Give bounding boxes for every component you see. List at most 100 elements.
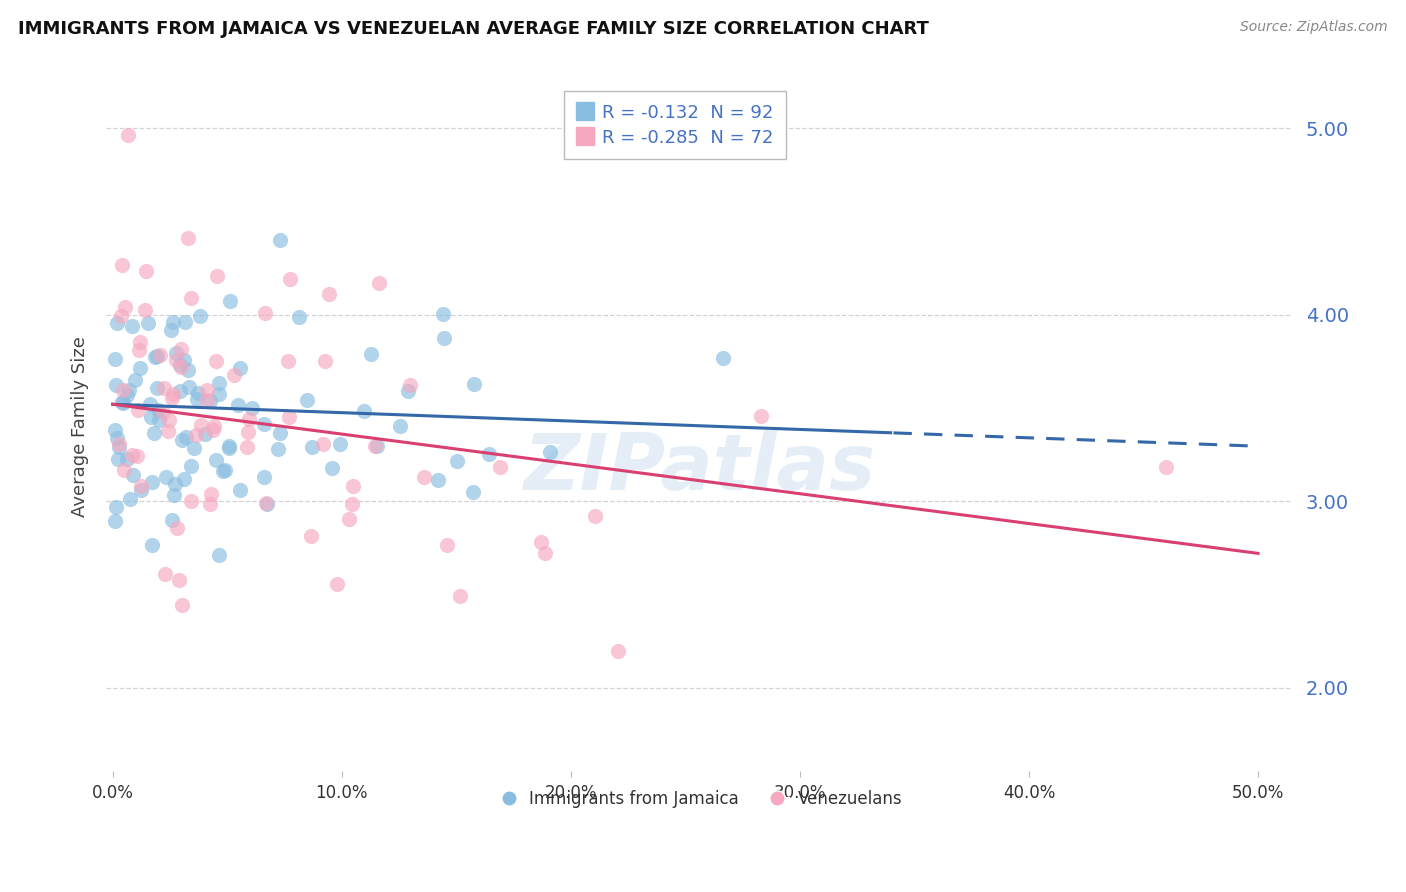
Point [433,331,456,345]
Text: Source: ZipAtlas.com: Source: ZipAtlas.com [1240,20,1388,34]
Point [143,350,166,364]
Point [301,440,323,454]
Point [146,381,169,395]
Point [186,392,208,407]
Point [139,409,162,424]
Point [115,452,138,467]
Point [267,442,290,456]
Point [337,511,360,525]
Point [396,384,419,398]
Point [1156,460,1178,475]
Point [212,464,235,478]
Point [128,361,150,376]
Point [104,514,127,528]
Point [607,643,630,657]
Point [115,388,138,402]
Point [135,264,157,278]
Point [288,310,311,324]
Point [124,373,146,387]
Point [165,345,187,359]
Point [188,309,211,323]
Point [173,352,195,367]
Point [155,470,177,484]
Point [153,566,176,581]
Point [170,343,193,357]
Point [180,494,202,508]
Point [583,508,606,523]
Point [146,349,169,363]
Point [141,538,163,552]
Point [449,589,471,603]
Point [436,538,458,552]
Point [229,360,252,375]
Point [159,413,181,427]
Point [353,404,375,418]
Point [194,426,217,441]
Point [110,310,132,324]
Point [118,383,141,397]
Point [432,307,454,321]
Point [174,430,197,444]
Point [254,496,277,510]
Point [214,463,236,477]
Point [121,319,143,334]
Legend: Immigrants from Jamaica, Venezuelans: Immigrants from Jamaica, Venezuelans [489,783,908,814]
Point [117,128,139,143]
Point [128,343,150,357]
Point [277,354,299,368]
Text: IMMIGRANTS FROM JAMAICA VS VENEZUELAN AVERAGE FAMILY SIZE CORRELATION CHART: IMMIGRANTS FROM JAMAICA VS VENEZUELAN AV… [18,20,929,37]
Point [533,546,555,560]
Point [195,392,218,407]
Point [170,598,193,612]
Point [105,500,128,515]
Point [125,449,148,463]
Point [254,306,277,320]
Point [141,475,163,489]
Point [240,401,263,416]
Point [413,470,436,484]
Point [278,410,301,425]
Point [238,425,260,439]
Point [205,268,228,283]
Y-axis label: Average Family Size: Average Family Size [72,336,89,517]
Point [463,377,485,392]
Point [269,425,291,440]
Point [218,439,240,453]
Point [187,386,209,401]
Point [186,428,208,442]
Point [368,277,391,291]
Point [399,378,422,392]
Point [111,384,134,398]
Point [152,405,174,419]
Point [163,476,186,491]
Point [446,453,468,467]
Point [224,368,246,382]
Point [131,483,153,497]
Point [219,293,242,308]
Point [162,513,184,527]
Point [366,439,388,453]
Point [360,346,382,360]
Point [104,352,127,367]
Point [107,452,129,467]
Point [160,323,183,337]
Point [198,394,221,409]
Point [235,440,257,454]
Point [173,472,195,486]
Point [148,403,170,417]
Point [160,391,183,405]
Point [105,377,128,392]
Point [749,409,772,423]
Point [169,360,191,375]
Point [162,387,184,401]
Point [226,398,249,412]
Point [280,272,302,286]
Point [105,431,128,445]
Point [108,440,131,454]
Point [162,315,184,329]
Point [176,231,198,245]
Point [208,386,231,401]
Point [121,448,143,462]
Point [139,397,162,411]
Point [112,463,135,477]
